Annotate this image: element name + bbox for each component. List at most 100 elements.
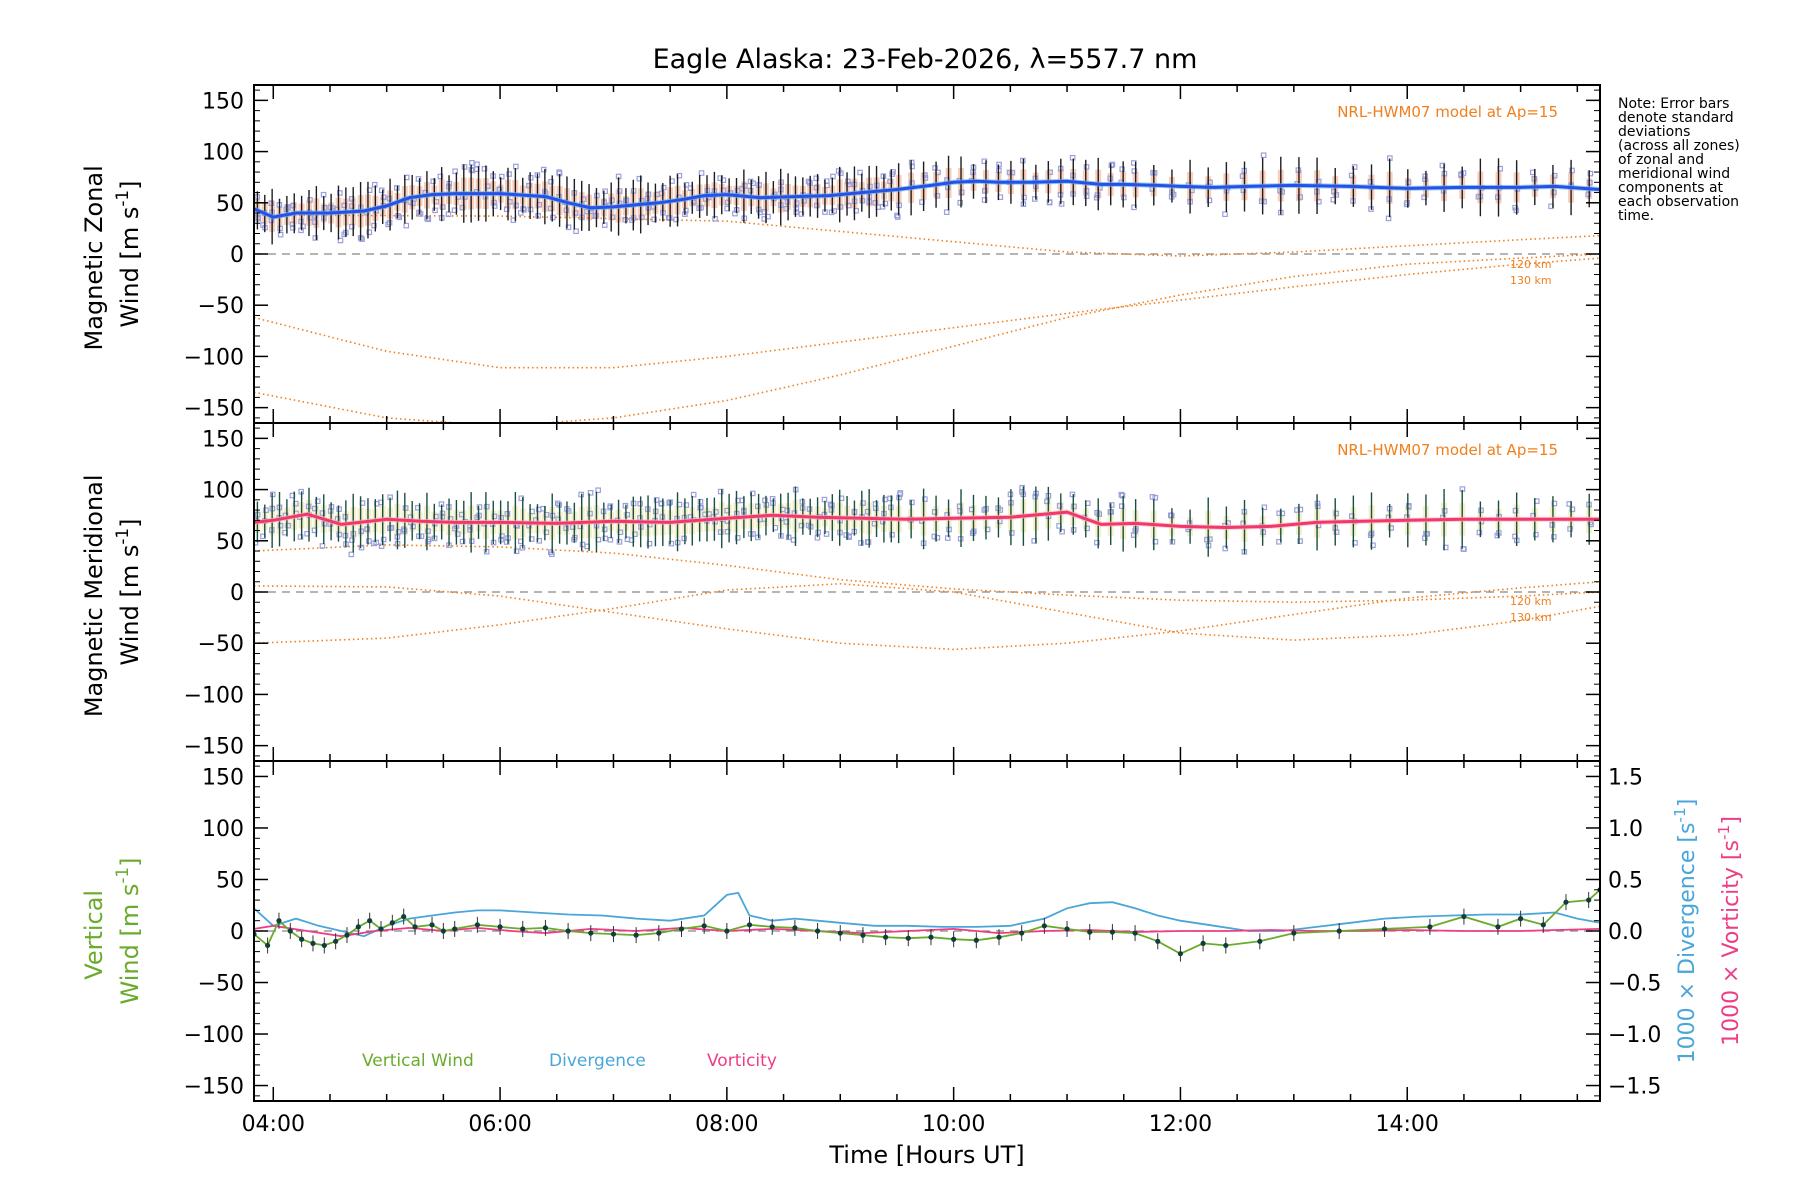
zone-value [402, 505, 409, 511]
y2-tick-label: −1.5 [1608, 1075, 1661, 1100]
vertical-wind-point [746, 922, 753, 928]
zone-value [359, 236, 365, 242]
zone-value [958, 189, 965, 196]
zone-value [872, 200, 878, 206]
zone-value [1009, 169, 1016, 176]
vertical-wind-point [769, 924, 775, 930]
zone-value [1385, 215, 1392, 222]
vertical-wind-point [837, 930, 843, 936]
vertical-wind-point [678, 926, 685, 932]
zone-value [364, 526, 371, 532]
zone-value [602, 188, 608, 195]
zone-value [1152, 494, 1159, 501]
vertical-wind-point [1132, 930, 1138, 936]
model-alt-label-130: 130 km [1510, 274, 1552, 287]
zone-value [1059, 528, 1065, 535]
zone-value [337, 237, 344, 244]
zone-value [474, 161, 480, 168]
y-tick-label: 0 [230, 243, 244, 268]
zone-value [843, 532, 850, 538]
zone-value [734, 535, 741, 541]
zone-value [563, 525, 569, 532]
zone-value [793, 209, 800, 215]
zone-value [1494, 532, 1501, 539]
vertical-wind-point [814, 928, 821, 934]
zone-value [1044, 498, 1050, 505]
zone-value [319, 510, 326, 516]
zone-value [1006, 169, 1013, 176]
vertical-wind-point [1041, 923, 1047, 929]
zone-value [607, 503, 614, 509]
zone-value [981, 197, 988, 203]
zone-value [858, 540, 864, 546]
vertical-wind-point [610, 931, 617, 937]
zone-value [366, 229, 373, 236]
zone-value [513, 548, 520, 555]
vertical-wind-point [724, 928, 730, 934]
zone-value [882, 200, 889, 207]
zone-value [616, 188, 623, 194]
zone-value [517, 210, 524, 216]
unit-superscript: -1 [1715, 825, 1733, 840]
zone-value [837, 204, 844, 210]
zone-value [285, 522, 291, 529]
vertical-wind-point [701, 923, 707, 929]
zone-value [755, 534, 761, 541]
zone-value [867, 183, 873, 190]
zone-value [813, 202, 820, 209]
vertical-wind-point [497, 924, 503, 930]
vertical-wind-point [883, 934, 889, 940]
zone-value [526, 182, 532, 189]
zone-value [430, 178, 437, 185]
y-tick-label: −50 [198, 294, 244, 319]
zone-value [290, 202, 296, 209]
zone-value [467, 526, 473, 533]
unit-superscript: -1 [112, 528, 132, 545]
zone-value [481, 165, 488, 172]
zone-value [587, 490, 594, 496]
note-line: (across all zones) [1618, 138, 1740, 154]
zone-value [1008, 530, 1015, 536]
zone-value [717, 488, 724, 495]
zone-value [366, 538, 372, 544]
zone-value [1551, 189, 1557, 196]
zone-value [513, 202, 519, 209]
zone-value [922, 496, 928, 502]
zone-value [268, 200, 275, 207]
vertical-wind-point [276, 918, 282, 924]
zone-value [504, 511, 511, 517]
vertical-wind-point [1223, 942, 1229, 949]
vertical-wind-point [542, 925, 549, 931]
zone-value [683, 207, 689, 214]
zone-value [882, 496, 888, 503]
zone-value [1550, 534, 1557, 540]
vertical-wind-point [973, 937, 979, 943]
zone-value [1549, 522, 1555, 528]
zone-value [784, 507, 791, 514]
zone-value [499, 533, 505, 539]
vertical-wind-point [928, 934, 934, 940]
vertical-wind-point [299, 936, 305, 942]
zone-value [601, 526, 608, 533]
zone-value [474, 514, 480, 521]
zone-value [609, 197, 615, 204]
vertical-wind-point [321, 942, 327, 949]
x-tick-label: 04:00 [242, 1112, 305, 1137]
y-tick-label: −150 [184, 397, 244, 422]
vertical-wind-point [1177, 951, 1184, 957]
zone-value [1460, 170, 1467, 176]
zone-value [624, 511, 631, 518]
zone-value [666, 500, 673, 506]
zone-value [747, 187, 754, 194]
zone-value [1422, 173, 1428, 180]
zone-value [425, 216, 432, 223]
note-text: Note: Error bars denote standard deviati… [1618, 96, 1744, 224]
vertical-wind-point [860, 932, 866, 938]
x-tick-label: 12:00 [1149, 1112, 1212, 1137]
y-tick-label: −100 [184, 345, 244, 370]
meridional-ylabel: Magnetic Meridional Wind [m s-1] [80, 467, 144, 717]
zone-value [417, 211, 424, 217]
zone-value [1422, 176, 1428, 183]
zone-value [981, 188, 988, 194]
vertical-wind-point [1336, 928, 1342, 934]
